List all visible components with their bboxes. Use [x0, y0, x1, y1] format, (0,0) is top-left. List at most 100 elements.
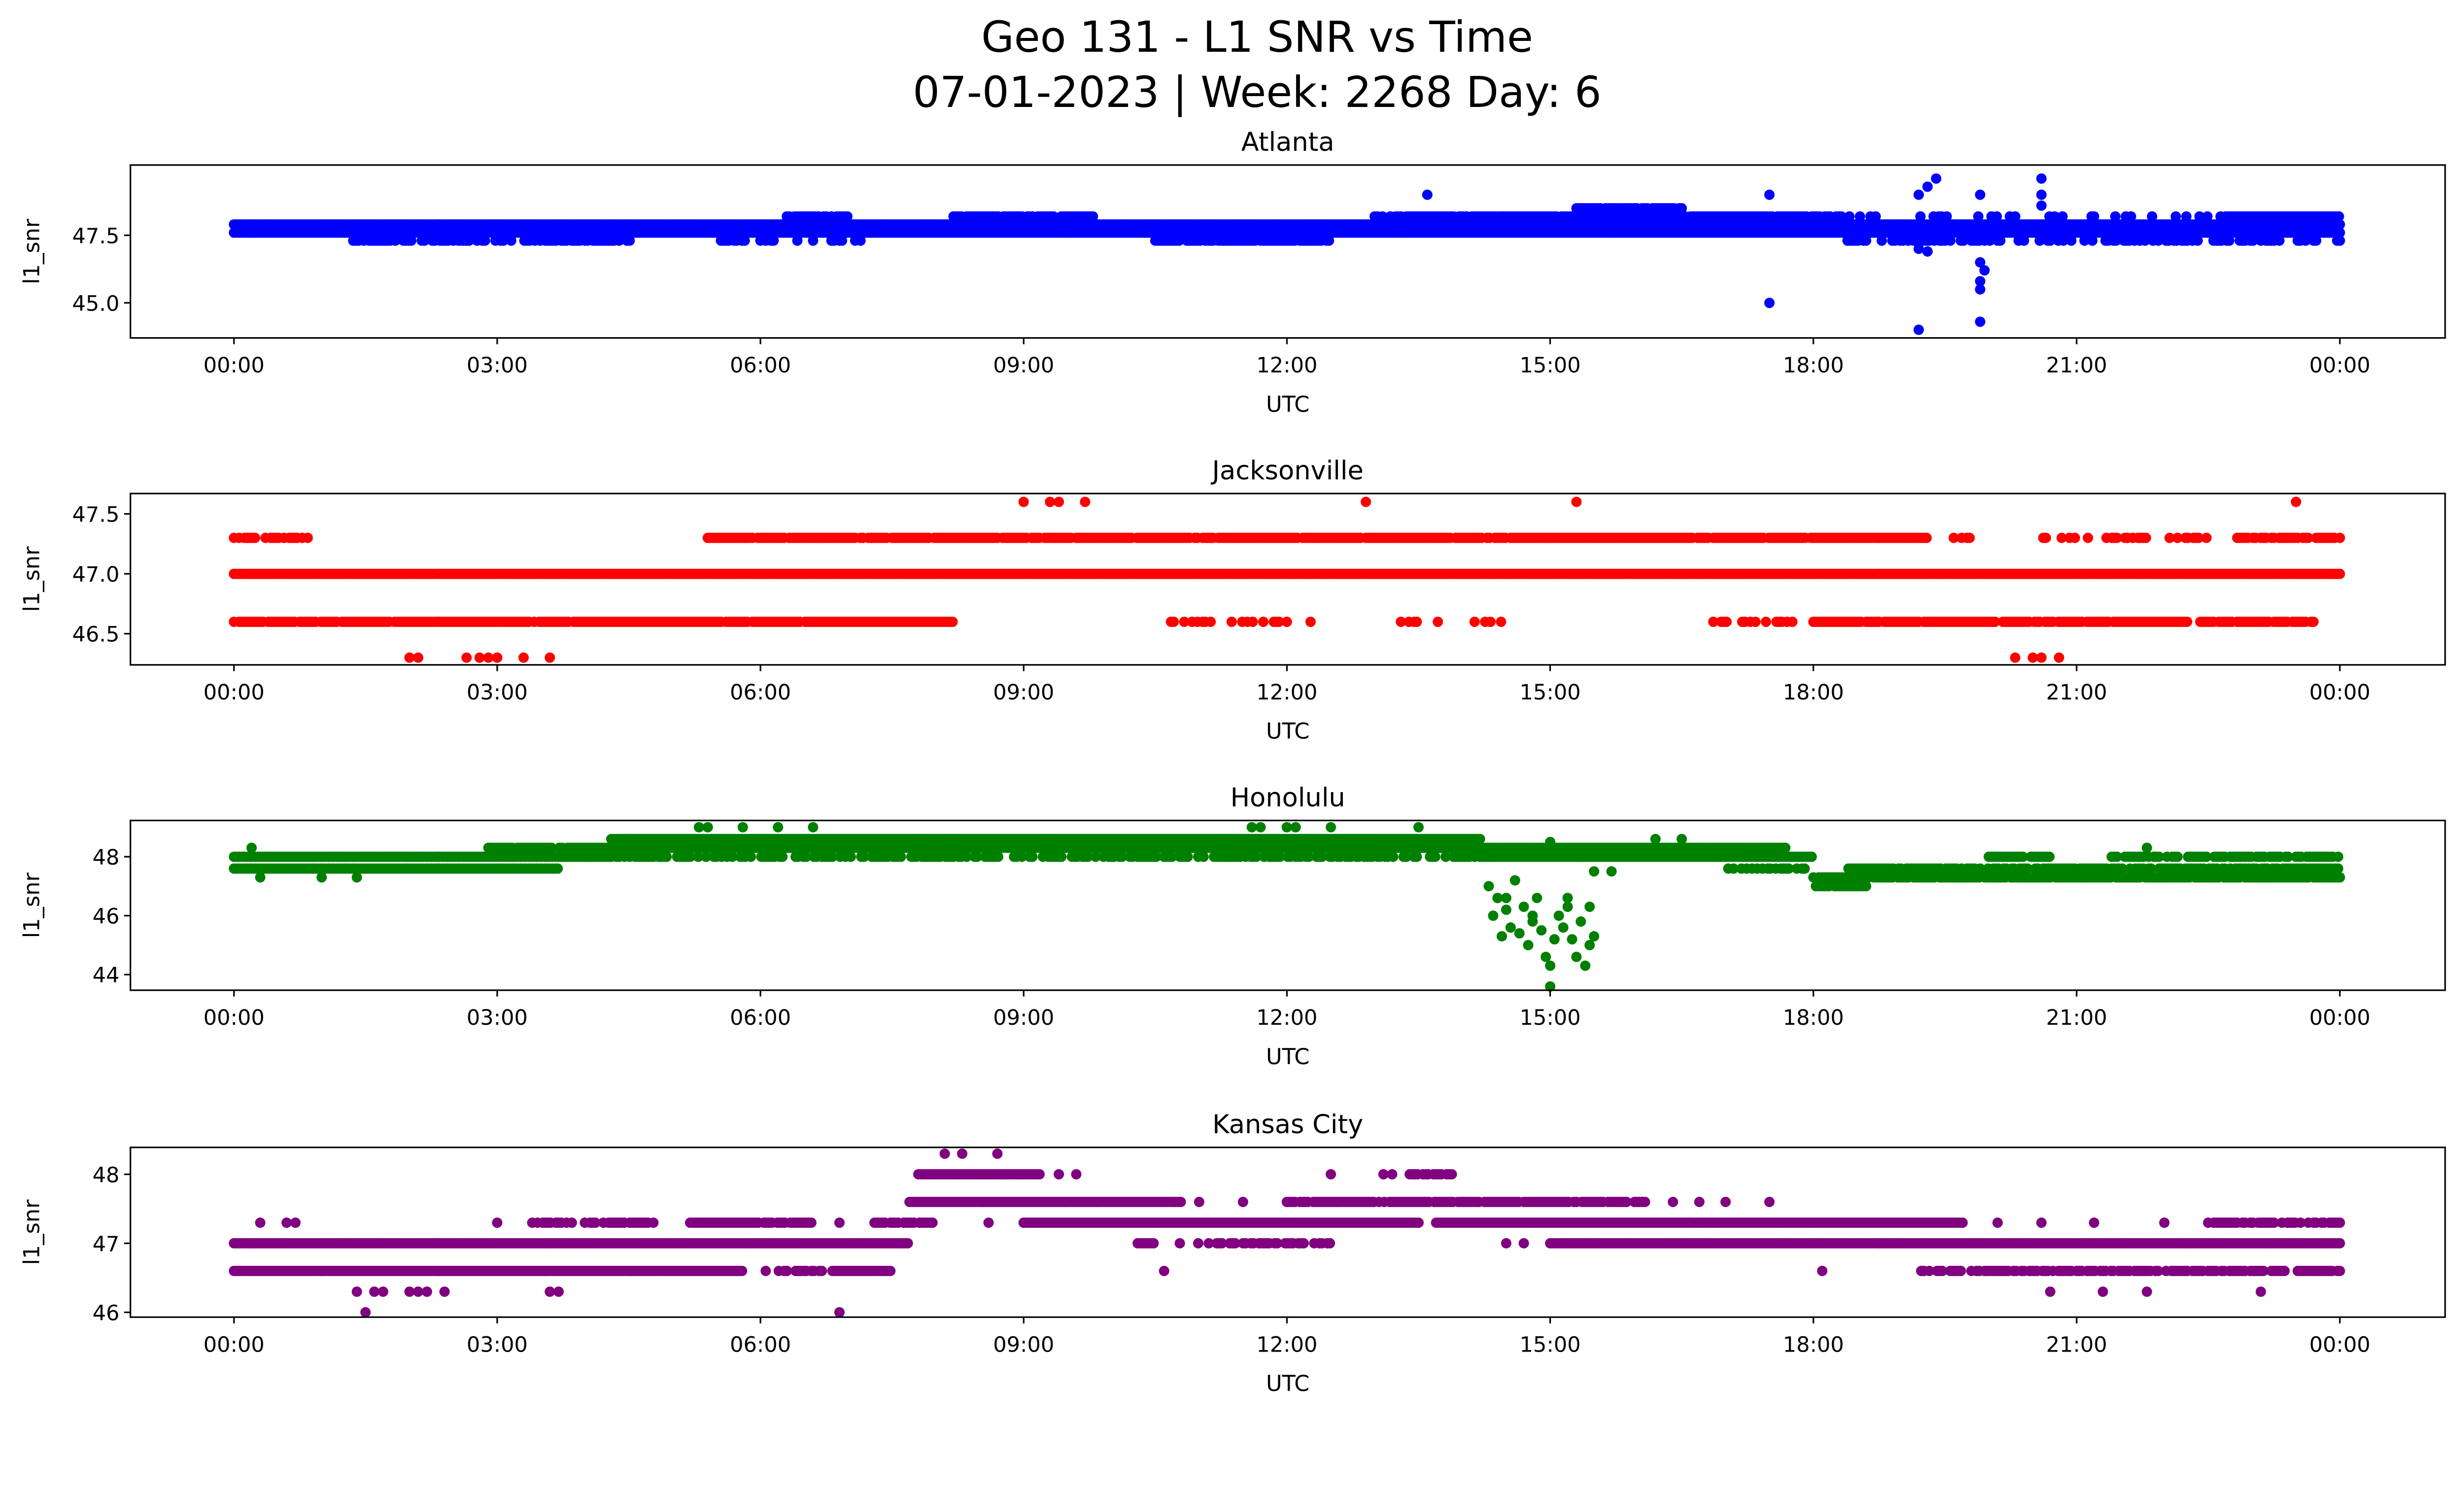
- data-point: [552, 863, 563, 874]
- data-point: [661, 851, 672, 862]
- data-point: [2182, 616, 2192, 627]
- x-tick-label: 06:00: [730, 680, 791, 705]
- data-point: [2201, 532, 2212, 543]
- subplot-title: Jacksonville: [1210, 456, 1363, 486]
- data-point: [2224, 235, 2235, 246]
- y-tick-label: 47.5: [72, 503, 120, 527]
- data-point: [2036, 652, 2047, 663]
- data-point: [1027, 851, 1038, 862]
- data-point: [2088, 211, 2099, 222]
- data-point: [464, 235, 475, 246]
- x-tick-label: 00:00: [2309, 353, 2370, 378]
- x-tick-label: 03:00: [467, 353, 528, 378]
- data-point: [2110, 211, 2121, 222]
- data-point: [1361, 496, 1371, 507]
- x-tick-label: 00:00: [2309, 680, 2370, 705]
- data-point: [2248, 235, 2259, 246]
- data-point: [2069, 532, 2080, 543]
- x-tick-label: 00:00: [204, 680, 265, 705]
- x-tick-label: 00:00: [204, 353, 265, 378]
- data-point: [1836, 211, 1847, 222]
- data-point: [2194, 211, 2205, 222]
- data-point: [1469, 616, 1480, 627]
- data-point: [2300, 235, 2311, 246]
- data-point: [768, 235, 779, 246]
- data-point: [1979, 265, 1990, 276]
- data-point: [1281, 616, 1292, 627]
- data-point: [2066, 235, 2077, 246]
- data-point: [1496, 616, 1506, 627]
- data-point: [2036, 189, 2047, 200]
- data-point: [1080, 496, 1091, 507]
- data-point: [614, 235, 624, 246]
- subplot-title: Atlanta: [1241, 127, 1335, 157]
- data-point: [2053, 652, 2064, 663]
- data-point: [2333, 211, 2344, 222]
- data-point: [845, 851, 856, 862]
- x-tick-label: 21:00: [2046, 353, 2107, 378]
- data-point: [1168, 616, 1179, 627]
- data-point: [2045, 235, 2055, 246]
- data-point: [1975, 316, 1985, 327]
- data-point: [1958, 235, 1969, 246]
- data-point: [2334, 235, 2345, 246]
- data-point: [1056, 851, 1067, 862]
- data-point: [2125, 211, 2136, 222]
- data-point: [2202, 211, 2213, 222]
- data-point: [406, 235, 417, 246]
- figure: Geo 131 - L1 SNR vs Time 07-01-2023 | We…: [19, 13, 2446, 1397]
- data-point: [2140, 235, 2151, 246]
- x-tick-label: 18:00: [1783, 680, 1844, 705]
- data-point: [1922, 246, 1933, 257]
- figure-subtitle: 07-01-2023 | Week: 2268 Day: 6: [913, 68, 1601, 117]
- x-tick-label: 09:00: [993, 680, 1054, 705]
- data-point: [2087, 235, 2098, 246]
- figure-title: Geo 131 - L1 SNR vs Time: [981, 13, 1533, 62]
- data-point: [302, 532, 313, 543]
- x-axis-label: UTC: [1266, 719, 1309, 744]
- x-axis-label: UTC: [1266, 391, 1309, 417]
- data-point: [1975, 189, 1985, 200]
- data-point: [1088, 211, 1098, 222]
- data-point: [1247, 616, 1258, 627]
- data-point: [777, 851, 788, 862]
- data-point: [1844, 211, 1855, 222]
- data-point: [1054, 496, 1064, 507]
- data-point: [2010, 211, 2020, 222]
- data-point: [250, 532, 261, 543]
- data-point: [808, 235, 819, 246]
- data-point: [2334, 568, 2345, 579]
- data-point: [1975, 276, 1985, 286]
- data-point: [518, 652, 529, 663]
- data-point: [2334, 219, 2345, 230]
- data-point: [2192, 235, 2203, 246]
- data-point: [2019, 235, 2029, 246]
- data-point: [1258, 616, 1268, 627]
- data-point: [498, 235, 509, 246]
- data-point: [2040, 532, 2051, 543]
- data-point: [1973, 211, 1984, 222]
- data-point: [492, 652, 503, 663]
- data-point: [1377, 211, 1388, 222]
- data-point: [1653, 211, 1664, 222]
- data-point: [1198, 851, 1209, 862]
- data-point: [1750, 616, 1761, 627]
- data-point: [1964, 532, 1975, 543]
- x-tick-label: 18:00: [1783, 353, 1844, 378]
- data-point: [1764, 297, 1775, 308]
- data-point: [855, 235, 866, 246]
- data-point: [2049, 211, 2060, 222]
- data-point: [1411, 616, 1422, 627]
- data-point: [479, 235, 490, 246]
- data-point: [947, 616, 958, 627]
- data-point: [1324, 235, 1335, 246]
- data-point: [837, 235, 848, 246]
- data-point: [1433, 616, 1443, 627]
- x-tick-label: 15:00: [1520, 680, 1581, 705]
- data-point: [2141, 532, 2152, 543]
- y-tick-label: 47.5: [72, 224, 120, 248]
- x-tick-label: 09:00: [993, 353, 1054, 378]
- data-point: [1677, 203, 1687, 214]
- data-point: [1922, 181, 1933, 192]
